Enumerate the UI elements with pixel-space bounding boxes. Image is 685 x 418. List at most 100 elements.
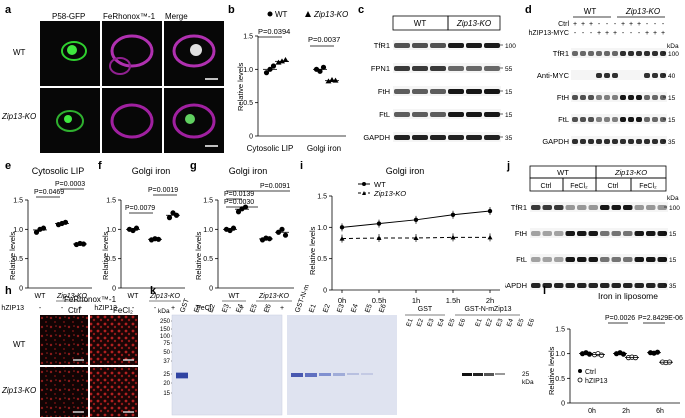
band <box>600 231 610 236</box>
band <box>577 205 587 210</box>
panel-a-col3: Merge <box>165 12 188 21</box>
band <box>394 135 410 140</box>
band <box>588 139 594 144</box>
band <box>644 95 650 100</box>
panel-d-blot: WT Zip13-KO Ctrl hZIP13-MYC + + + - - - + + + - - -… <box>529 7 679 146</box>
band-label: FPN1 <box>371 64 390 73</box>
panel-h-col1: Ctrl <box>68 306 81 315</box>
x-label-wt: WT <box>128 293 140 300</box>
y-axis-label: Relative levels <box>547 346 556 395</box>
panel-d-label: d <box>525 4 532 16</box>
band <box>652 117 658 122</box>
band <box>604 117 610 122</box>
row-hzip13: hZIP13 <box>94 305 117 312</box>
sign: - <box>662 21 665 28</box>
y-tick-label: 0.5 <box>106 256 116 263</box>
legend-label-hzip13: hZIP13 <box>585 378 608 385</box>
band <box>660 117 666 122</box>
band <box>580 117 586 122</box>
chart-title: Golgi iron <box>386 166 425 176</box>
sign: + <box>653 30 657 37</box>
band <box>660 51 666 56</box>
sign: - <box>598 21 601 28</box>
band <box>588 73 594 78</box>
series-line <box>341 236 490 240</box>
band <box>612 117 618 122</box>
sign: + <box>605 30 609 37</box>
blot-strip <box>530 228 668 238</box>
band <box>542 205 552 210</box>
sign: - <box>132 305 135 312</box>
blot-lane-label: E1 <box>474 317 483 327</box>
data-point <box>654 349 661 355</box>
band <box>554 283 564 288</box>
band <box>577 283 587 288</box>
y-axis-label: Relative levels <box>101 231 110 280</box>
band <box>430 43 446 48</box>
y-axis-label: Relative levels <box>8 231 17 280</box>
band <box>565 231 575 236</box>
band <box>611 283 621 288</box>
legend-label-ko: Zip13-KO <box>313 10 348 19</box>
p-value-3: P=0.0030 <box>224 199 254 206</box>
band <box>657 231 667 236</box>
blot-lane-label: E5 <box>516 317 525 327</box>
band <box>448 43 464 48</box>
kda-marker: 55 <box>505 66 513 73</box>
band <box>531 283 541 288</box>
x-tick-label: 0.5h <box>372 296 387 305</box>
blot-group-gst: GST <box>418 306 433 313</box>
band <box>623 257 633 262</box>
blot-strip <box>393 132 501 142</box>
band <box>484 135 500 140</box>
band <box>644 73 650 78</box>
sign: + <box>621 21 625 28</box>
data-point <box>339 225 345 230</box>
x-label-ko: Zip13-KO <box>56 293 88 300</box>
ladder-marker: 20 <box>163 381 170 387</box>
kda-marker: 40 <box>668 73 676 80</box>
band <box>572 117 578 122</box>
band <box>652 95 658 100</box>
lane-label: E5 <box>364 303 374 314</box>
panel-a-col2: FeRhonox™-1 <box>103 12 156 21</box>
p-value-1: P=0.0139 <box>224 191 254 198</box>
kda-marker: 35 <box>668 139 676 146</box>
data-point <box>487 208 493 214</box>
p-value-1: P=0.0394 <box>258 27 290 36</box>
band <box>657 257 667 262</box>
band <box>565 283 575 288</box>
band <box>565 205 575 210</box>
data-point <box>282 232 289 238</box>
band <box>660 95 666 100</box>
x-label-cytosolic: Cytosolic LIP <box>247 144 294 153</box>
band <box>644 51 650 56</box>
blot-group-gst-n-mzip13: GST-N-mZip13 <box>464 306 511 313</box>
sign: + <box>637 21 641 28</box>
x-label-golgi: Golgi iron <box>307 144 341 153</box>
x-label-wt: WT <box>35 293 47 300</box>
p-value-1: P=0.0079 <box>125 205 155 212</box>
band <box>612 51 618 56</box>
sign: - <box>606 21 609 28</box>
band <box>448 66 464 71</box>
chart-title: Cytosolic LIP <box>32 166 85 176</box>
y-tick-label: 0 <box>209 286 213 293</box>
band <box>430 66 446 71</box>
panel-e-chart: Cytosolic LIP Relative levels P=0.0469 P… <box>1 166 92 312</box>
band <box>620 51 626 56</box>
y-tick-label: 1.0 <box>106 227 116 234</box>
sign: - <box>630 30 633 37</box>
sign: + <box>240 305 244 312</box>
panel-j-blot: WT Zip13-KO Ctrl FeCl₂ Ctrl FeCl₂ kDa Tf… <box>505 165 680 290</box>
kda-marker: 100 <box>669 205 680 212</box>
band-label: GAPDH <box>505 281 527 290</box>
band <box>588 51 594 56</box>
cond-4: FeCl₂ <box>639 183 657 190</box>
data-point <box>413 217 419 223</box>
band <box>588 95 594 100</box>
band <box>588 205 598 210</box>
cond-1: Ctrl <box>541 183 552 190</box>
band <box>636 117 642 122</box>
legend-label-wt: WT <box>374 180 386 189</box>
